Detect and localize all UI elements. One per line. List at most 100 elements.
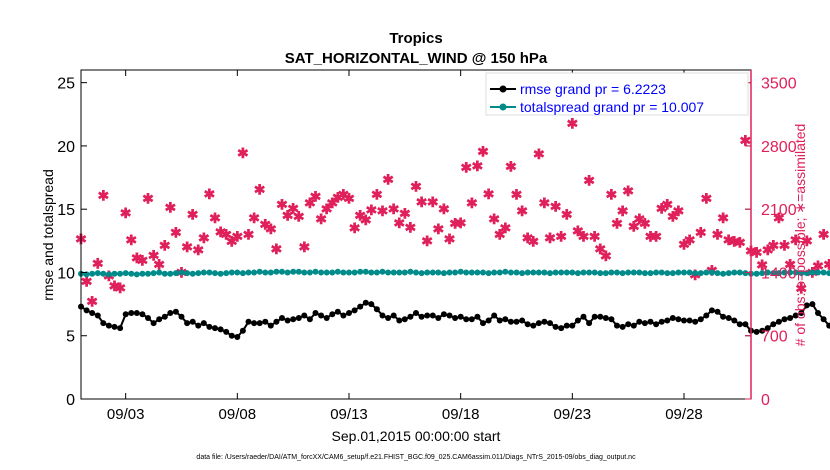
totalspread-point [139, 270, 146, 277]
rmse-point [301, 312, 308, 319]
totalspread-point [251, 269, 258, 276]
obs-point: ✱ [539, 195, 551, 211]
obs-point: ✱ [600, 248, 612, 264]
totalspread-point [731, 269, 738, 276]
rmse-point [736, 321, 743, 328]
rmse-point [764, 325, 771, 332]
rmse-point [675, 316, 682, 323]
obs-point: ✱ [114, 280, 126, 296]
obs-point: ✱ [589, 228, 601, 244]
totalspread-point [100, 270, 107, 277]
obs-point: ✱ [773, 210, 785, 226]
rmse-point [697, 316, 704, 323]
totalspread-point [111, 270, 118, 277]
totalspread-point [435, 269, 442, 276]
rmse-point [407, 313, 414, 320]
obs-point: ✱ [365, 202, 377, 218]
totalspread-point [602, 270, 609, 277]
obs-point: ✱ [287, 200, 299, 216]
rmse-point [161, 313, 168, 320]
obs-point: ✱ [488, 211, 500, 227]
totalspread-point [407, 268, 414, 275]
totalspread-point [234, 269, 241, 276]
rmse-point [290, 316, 297, 323]
obs-point: ✱ [483, 186, 495, 202]
obs-point: ✱ [756, 257, 768, 273]
totalspread-point [424, 269, 431, 276]
totalspread-point [178, 269, 185, 276]
rmse-point [792, 312, 799, 319]
obs-point: ✱ [231, 228, 243, 244]
rmse-point [256, 320, 263, 327]
obs-point: ✱ [494, 227, 506, 243]
plot-area: ✱✱✱✱✱✱✱✱✱✱✱✱✱✱✱✱✱✱✱✱✱✱✱✱✱✱✱✱✱✱✱✱✱✱✱✱✱✱✱✱… [75, 115, 830, 340]
totalspread-point [273, 268, 280, 275]
rmse-point [373, 306, 380, 313]
rmse-point [245, 318, 252, 325]
rmse-point [284, 317, 291, 324]
rmse-point [563, 322, 570, 329]
rmse-point [413, 310, 419, 316]
obs-point: ✱ [695, 225, 707, 241]
totalspread-point [122, 270, 129, 277]
rmse-point [111, 323, 118, 330]
totalspread-point [742, 270, 749, 277]
rmse-point [753, 328, 760, 335]
y-right-tick-label: 0 [761, 392, 770, 409]
totalspread-point [245, 269, 252, 276]
totalspread-point [200, 269, 207, 276]
totalspread-point [89, 270, 96, 277]
totalspread-point [452, 269, 459, 276]
rmse-point [139, 311, 146, 318]
rmse-point [547, 320, 553, 327]
rmse-point [625, 321, 632, 328]
obs-point: ✱ [427, 194, 439, 210]
rmse-point [150, 320, 157, 327]
rmse-point [468, 316, 475, 323]
obs-point: ✱ [734, 235, 746, 251]
obs-point: ✱ [148, 247, 160, 263]
rmse-point [653, 321, 660, 328]
rmse-point [552, 323, 559, 330]
totalspread-point [390, 269, 397, 276]
obs-point: ✱ [438, 201, 450, 217]
totalspread-point [396, 269, 403, 276]
totalspread-point [708, 269, 715, 276]
totalspread-point [401, 269, 408, 276]
obs-point: ✱ [656, 200, 668, 216]
obs-point: ✱ [86, 293, 98, 309]
obs-point: ✱ [81, 274, 93, 290]
rmse-point [172, 308, 179, 315]
obs-point: ✱ [187, 207, 199, 223]
totalspread-point [189, 270, 196, 277]
totalspread-point [513, 269, 520, 276]
totalspread-point [346, 269, 352, 276]
obs-point: ✱ [527, 234, 539, 250]
rmse-point [569, 322, 576, 329]
obs-point: ✱ [661, 197, 673, 213]
x-tick-label: 09/23 [554, 406, 592, 423]
obs-point: ✱ [209, 210, 221, 226]
obs-point: ✱ [293, 208, 305, 224]
obs-point: ✱ [790, 232, 802, 248]
y-left-tick-label: 20 [57, 139, 75, 156]
totalspread-point [474, 269, 481, 276]
rmse-point [178, 313, 185, 320]
totalspread-point [133, 271, 140, 278]
rmse-point [89, 310, 96, 316]
obs-point: ✱ [784, 256, 796, 272]
obs-point: ✱ [220, 227, 232, 243]
totalspread-point [586, 269, 593, 276]
rmse-point [820, 316, 827, 323]
obs-point: ✱ [762, 242, 774, 258]
rmse-point [452, 315, 459, 321]
obs-point: ✱ [505, 159, 517, 175]
rmse-point [379, 312, 386, 319]
obs-point: ✱ [421, 233, 433, 249]
y-right-tick-label: 3500 [761, 76, 797, 93]
totalspread-point [658, 269, 665, 276]
chart-subtitle: SAT_HORIZONTAL_WIND @ 150 hPa [285, 50, 548, 67]
rmse-point [117, 325, 124, 332]
totalspread-point [385, 269, 392, 276]
totalspread-point [720, 270, 727, 277]
